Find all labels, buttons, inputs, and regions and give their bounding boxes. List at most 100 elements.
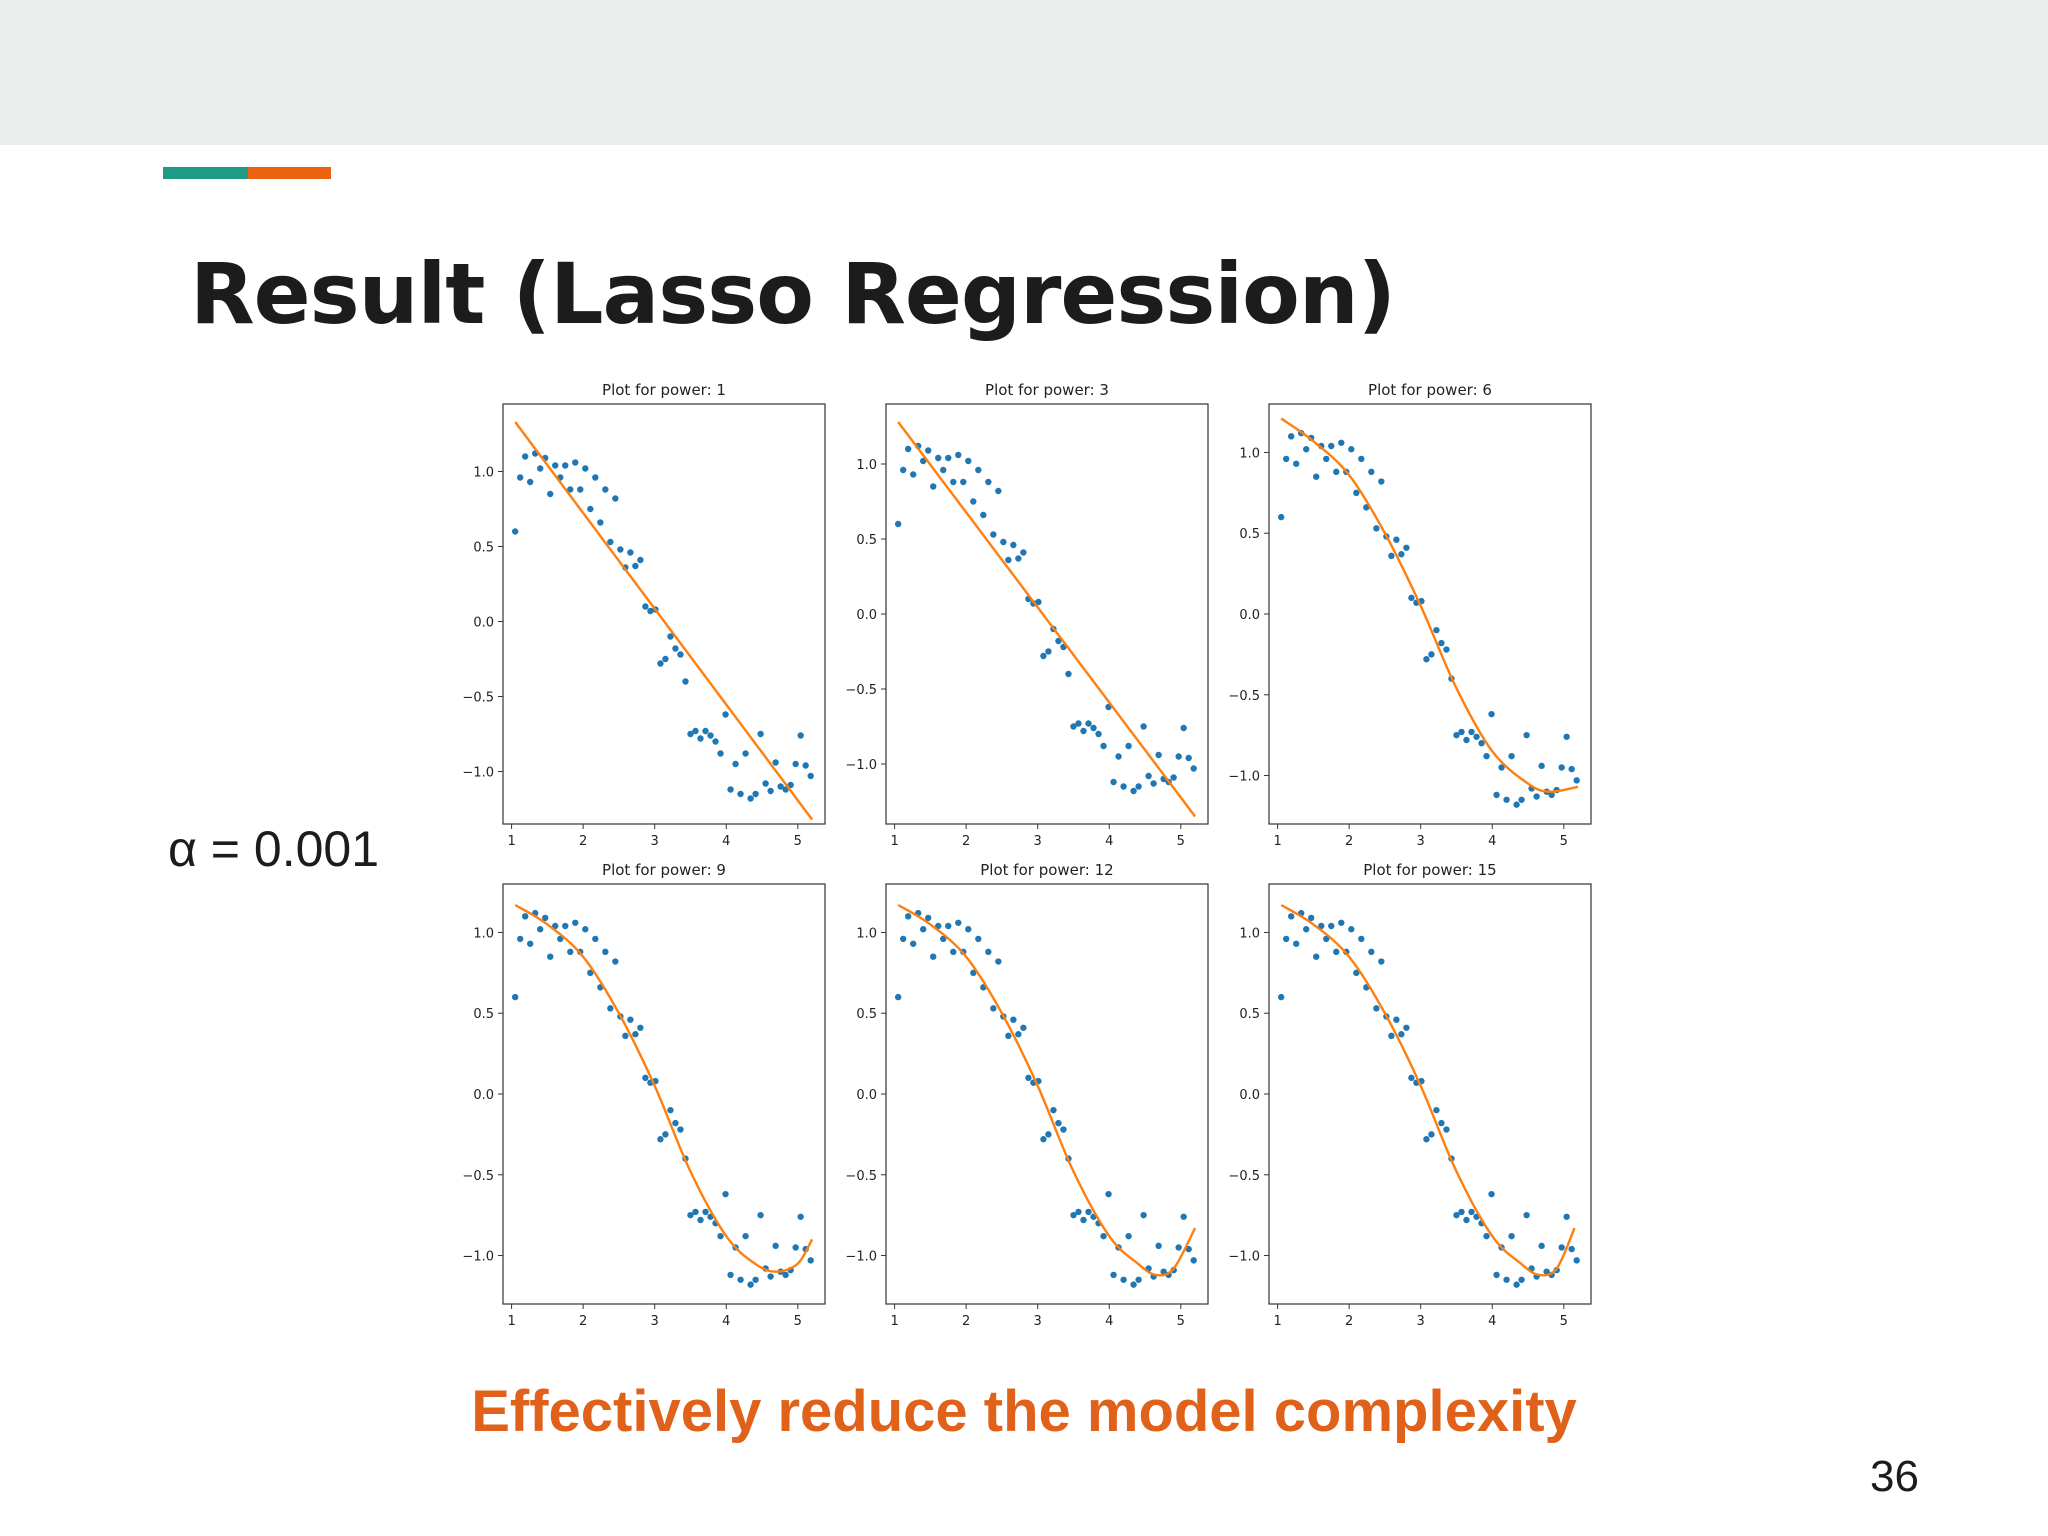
page-number: 36 xyxy=(1870,1452,1919,1501)
data-point xyxy=(1015,555,1022,562)
data-point xyxy=(562,462,569,469)
alpha-label: α = 0.001 xyxy=(168,821,380,877)
data-point xyxy=(985,948,992,956)
data-point xyxy=(767,787,774,795)
data-point xyxy=(792,760,799,768)
fit-line xyxy=(1280,417,1579,793)
data-point xyxy=(945,922,952,930)
data-point xyxy=(722,1190,729,1198)
data-point xyxy=(1353,969,1360,977)
data-point xyxy=(1573,1257,1580,1264)
data-point xyxy=(1090,724,1097,732)
data-point xyxy=(677,651,684,658)
data-point xyxy=(1353,489,1360,497)
data-point xyxy=(647,607,654,615)
data-point xyxy=(1005,1032,1012,1040)
x-tick-label: 4 xyxy=(722,1314,730,1329)
data-point xyxy=(1348,446,1355,453)
subplot: Plot for power: 9 1.0 0.5 0.0 −0.5 −1.0 1 2 3 4 5 xyxy=(462,861,826,1329)
data-point xyxy=(1035,598,1042,606)
data-point xyxy=(1040,1136,1047,1143)
subplot-title: Plot for power: 12 xyxy=(980,861,1113,879)
data-point xyxy=(1393,1016,1400,1023)
data-point xyxy=(940,466,947,474)
data-point xyxy=(1493,791,1500,799)
data-point xyxy=(1155,751,1162,759)
data-point xyxy=(1125,742,1132,750)
data-point xyxy=(742,750,749,757)
data-point xyxy=(1020,1024,1027,1031)
x-tick-label: 2 xyxy=(962,1314,970,1329)
y-tick-label: 0.0 xyxy=(1239,1088,1260,1103)
data-point xyxy=(1453,1211,1460,1219)
data-point xyxy=(732,760,739,768)
data-point xyxy=(1130,787,1137,795)
data-point xyxy=(1508,1232,1515,1240)
data-point xyxy=(1025,1074,1032,1082)
slide-caption: Effectively reduce the model complexity xyxy=(471,1379,1577,1444)
subplot: Plot for power: 15 1.0 0.5 0.0 −0.5 −1.0 1 2 3 4 5 xyxy=(1228,861,1592,1329)
data-point xyxy=(602,948,609,956)
data-point xyxy=(1050,1106,1057,1114)
data-point xyxy=(1393,536,1400,543)
data-point xyxy=(925,447,932,454)
data-point xyxy=(1180,724,1187,732)
y-tick-label: −0.5 xyxy=(462,691,494,706)
data-point xyxy=(597,519,604,526)
y-tick-label: −1.0 xyxy=(1228,1250,1260,1265)
data-point xyxy=(1428,651,1435,658)
data-point xyxy=(1513,1281,1520,1288)
data-point xyxy=(1185,1245,1192,1253)
subplot: Plot for power: 3 1.0 0.5 0.0 −0.5 −1.0 1 2 3 4 5 xyxy=(845,381,1209,849)
x-tick-label: 2 xyxy=(579,834,587,849)
data-point xyxy=(960,478,967,486)
data-point xyxy=(1010,1016,1017,1023)
data-point xyxy=(1348,926,1355,933)
data-point xyxy=(662,1131,669,1138)
data-point xyxy=(1328,922,1335,930)
data-point xyxy=(1100,742,1107,750)
data-point xyxy=(1558,1244,1565,1251)
data-point xyxy=(1020,549,1027,556)
data-point xyxy=(702,1208,709,1216)
data-point xyxy=(1473,733,1480,740)
data-point xyxy=(1110,778,1117,786)
data-point xyxy=(516,474,524,481)
data-point xyxy=(727,1271,734,1279)
data-point xyxy=(1140,1211,1147,1219)
x-tick-label: 1 xyxy=(507,1314,515,1329)
data-point xyxy=(1363,504,1370,511)
data-point xyxy=(672,1119,679,1127)
data-point xyxy=(752,790,759,798)
data-point xyxy=(980,511,987,519)
x-tick-label: 2 xyxy=(1345,834,1353,849)
x-tick-label: 1 xyxy=(1273,1314,1281,1329)
data-point xyxy=(950,478,957,486)
data-point xyxy=(1423,1136,1430,1143)
data-point xyxy=(642,1074,649,1082)
data-point xyxy=(1095,730,1102,738)
data-point xyxy=(1468,728,1475,736)
data-point xyxy=(1398,551,1405,558)
data-point xyxy=(787,781,794,789)
data-point xyxy=(975,935,982,943)
data-point xyxy=(1408,1074,1415,1082)
lasso-plot-grid: Plot for power: 11.00.50.0−0.5−1.01 2 3 4 5P… xyxy=(462,381,1592,1329)
data-point xyxy=(642,603,649,610)
data-point xyxy=(1373,525,1380,532)
y-tick-label: −1.0 xyxy=(462,766,494,781)
data-point xyxy=(1378,958,1385,965)
data-point xyxy=(1277,513,1285,521)
data-point xyxy=(955,919,962,926)
data-point xyxy=(1075,720,1082,727)
data-point xyxy=(1040,652,1047,660)
data-point xyxy=(582,926,589,933)
data-point xyxy=(995,487,1002,495)
data-point xyxy=(1100,1232,1107,1240)
data-point xyxy=(1110,1271,1117,1279)
data-point xyxy=(930,953,937,960)
data-point xyxy=(797,1213,804,1220)
data-point xyxy=(1453,731,1460,739)
y-tick-label: 1.0 xyxy=(856,926,877,941)
data-point xyxy=(1483,752,1490,760)
